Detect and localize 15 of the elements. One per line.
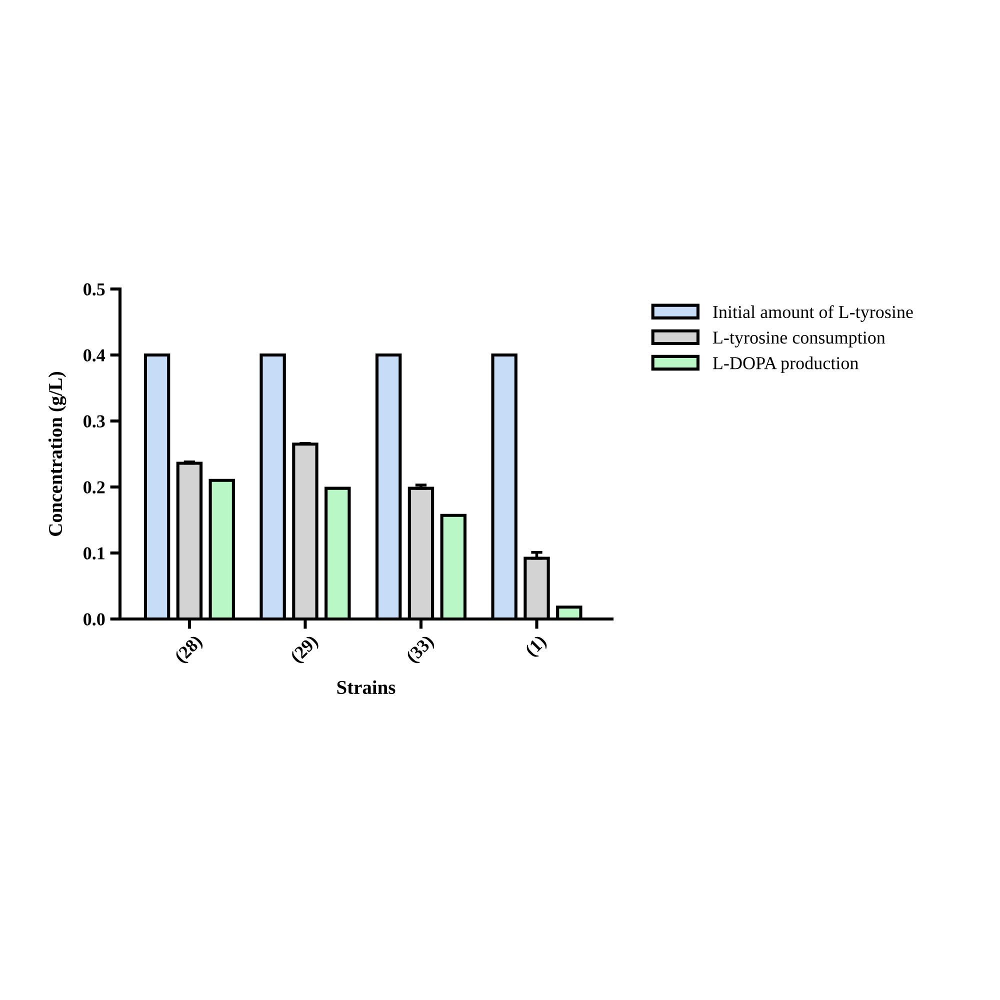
y-tick-label: 0.2	[84, 481, 105, 494]
x-tick-label: (29)	[289, 634, 322, 666]
x-tick-label: (28)	[174, 634, 206, 666]
x-tick-label: (1)	[524, 634, 550, 660]
x-tick-label: (33)	[405, 634, 437, 666]
y-tick-label: 0.0	[84, 613, 105, 626]
y-tick-label: 0.3	[84, 415, 105, 428]
y-axis-title: Concentration (g/L)	[48, 372, 66, 536]
legend-label: L-tyrosine consumption	[712, 332, 886, 348]
y-tick-label: 0.1	[84, 547, 104, 560]
x-axis-title: Strains	[337, 680, 396, 694]
legend-label: L-DOPA production	[712, 356, 858, 373]
legend-label: Initial amount of L-tyrosine	[713, 305, 913, 322]
y-tick-label: 0.4	[84, 349, 106, 362]
y-tick-label: 0.5	[84, 283, 105, 296]
